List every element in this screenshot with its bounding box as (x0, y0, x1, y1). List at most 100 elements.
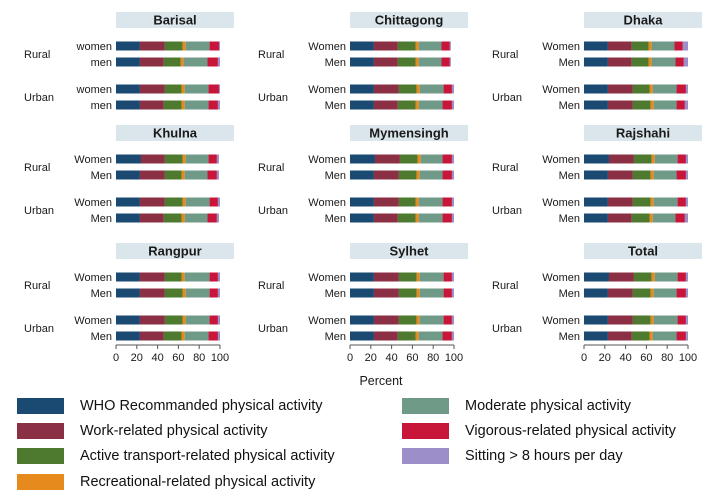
bar-segment (116, 213, 140, 223)
bar-segment (209, 272, 218, 282)
bar-segment (677, 272, 686, 282)
bar-label: Men (91, 331, 112, 343)
group-label: Urban (258, 92, 288, 104)
bar-segment (398, 197, 416, 207)
bar-segment (208, 331, 218, 341)
group-label: Rural (24, 162, 50, 174)
bar-segment (607, 100, 633, 110)
x-tick-label: 80 (661, 352, 673, 364)
bar-segment (677, 154, 686, 164)
bar-segment (398, 84, 417, 94)
bar-segment (164, 288, 183, 298)
x-tick-label: 100 (445, 352, 463, 364)
bar-segment (607, 288, 633, 298)
bar-segment (185, 315, 210, 325)
bar-segment (676, 84, 686, 94)
bar-segment (442, 170, 452, 180)
bar-segment (217, 272, 220, 282)
legend-label: Work-related physical activity (80, 423, 268, 439)
bar-segment (216, 170, 219, 180)
bar-segment (184, 170, 208, 180)
bar-label: Women (74, 197, 112, 209)
group-label: Urban (24, 205, 54, 217)
bar-label: Women (308, 315, 346, 327)
bar-segment (217, 57, 220, 67)
bar-segment (164, 170, 182, 180)
bar-segment (398, 170, 417, 180)
bar-segment (441, 41, 450, 51)
legend-swatch (17, 474, 64, 490)
bar-segment (218, 84, 220, 94)
bar-label: Men (325, 170, 346, 182)
bar-segment (451, 331, 454, 341)
bar-segment (181, 100, 185, 110)
bar-segment (398, 315, 417, 325)
bar-segment (648, 41, 652, 51)
bar-segment (651, 57, 676, 67)
bar-segment (116, 272, 140, 282)
bar-segment (182, 197, 186, 207)
panel-title: Mymensingh (369, 126, 449, 141)
bar-segment (685, 197, 688, 207)
panel-title-strip (116, 125, 234, 141)
bar-segment (373, 197, 399, 207)
bar-segment (451, 100, 454, 110)
bar-segment (116, 100, 140, 110)
bar-segment (451, 288, 454, 298)
bar-segment (607, 213, 632, 223)
bar-segment (676, 170, 686, 180)
panel-title: Sylhet (389, 244, 429, 259)
bar-label: Men (559, 213, 580, 225)
bar-segment (182, 315, 186, 325)
bar-segment (443, 288, 452, 298)
bar-segment (607, 331, 632, 341)
bar-segment (184, 84, 209, 94)
bar-segment (607, 41, 632, 51)
bar-segment (139, 57, 164, 67)
legend-item: Vigorous-related physical activity (402, 423, 676, 439)
bar-segment (419, 84, 444, 94)
bar-segment (373, 315, 399, 325)
bar-segment (116, 41, 140, 51)
bar-segment (184, 272, 210, 282)
bar-segment (217, 331, 220, 341)
bar-segment (631, 213, 650, 223)
bar-segment (182, 154, 186, 164)
bar-label: Men (91, 288, 112, 300)
bar-segment (116, 154, 141, 164)
bar-segment (182, 288, 186, 298)
bar-label: Men (325, 100, 346, 112)
bar-segment (163, 100, 182, 110)
group-label: Urban (492, 323, 522, 335)
bar-label: Women (542, 272, 580, 284)
group-label: Rural (258, 280, 284, 292)
bar-segment (419, 315, 444, 325)
bar-segment (442, 213, 452, 223)
bar-segment (397, 100, 416, 110)
bar-segment (607, 197, 633, 207)
bar-segment (350, 213, 374, 223)
bar-label: Men (91, 213, 112, 225)
bar-segment (397, 331, 416, 341)
bar-segment (676, 288, 686, 298)
x-tick-label: 60 (640, 352, 652, 364)
bar-segment (373, 84, 399, 94)
bar-segment (139, 213, 164, 223)
bar-segment (116, 331, 140, 341)
bar-segment (584, 154, 609, 164)
legend-label: Vigorous-related physical activity (465, 423, 676, 439)
bar-segment (631, 331, 650, 341)
bar-segment (584, 41, 608, 51)
bar-label: Women (74, 272, 112, 284)
panel-title: Total (628, 244, 658, 259)
bar-segment (418, 100, 443, 110)
bar-segment (350, 100, 374, 110)
bar-segment (217, 315, 220, 325)
bar-segment (373, 213, 398, 223)
bar-segment (398, 272, 417, 282)
x-tick-label: 80 (193, 352, 205, 364)
bar-segment (683, 57, 688, 67)
group-label: Rural (492, 280, 518, 292)
bar-segment (442, 197, 452, 207)
